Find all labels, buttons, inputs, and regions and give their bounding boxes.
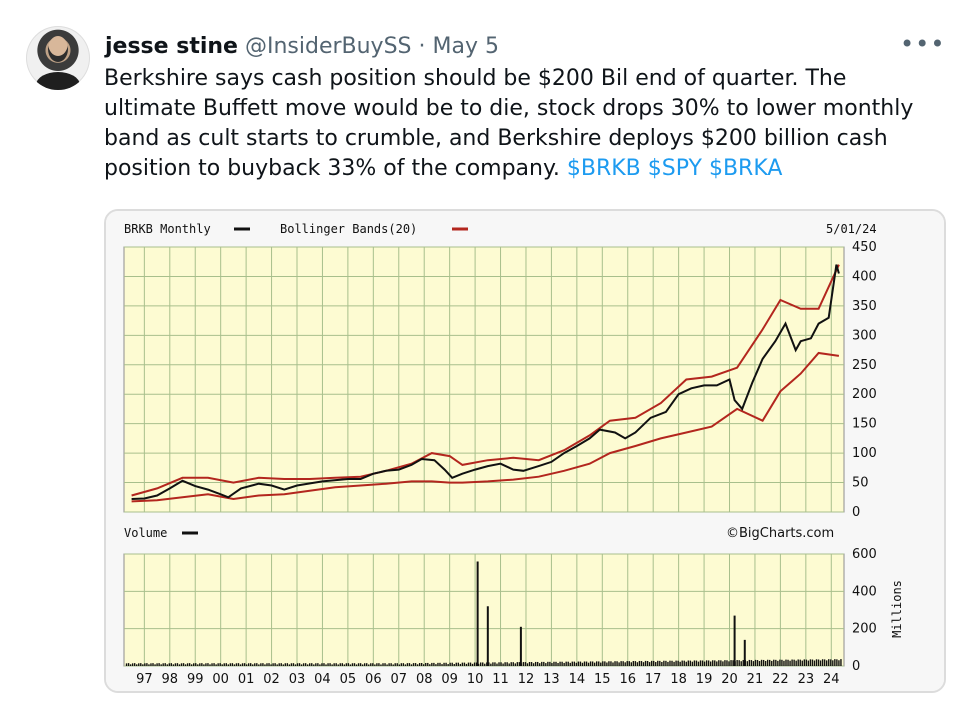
author-handle[interactable]: @InsiderBuySS — [244, 34, 412, 59]
x-tick-label: 98 — [162, 672, 179, 687]
tweet-text: Berkshire says cash position should be $… — [104, 66, 914, 181]
x-tick-label: 22 — [772, 672, 789, 687]
profile-avatar[interactable] — [26, 26, 90, 90]
tweet-text-block: Berkshire says cash position should be $… — [104, 64, 939, 184]
x-tick-label: 13 — [543, 672, 560, 687]
bollinger-legend-label: Bollinger Bands(20) — [280, 222, 417, 236]
x-tick-label: 20 — [721, 672, 738, 687]
chart-date: 5/01/24 — [826, 222, 877, 236]
chart-title: BRKB Monthly — [124, 222, 211, 236]
x-tick-label: 01 — [238, 672, 255, 687]
x-tick-label: 19 — [696, 672, 713, 687]
tweet-date[interactable]: May 5 — [432, 34, 499, 59]
price-tick-label: 100 — [852, 446, 877, 461]
bollinger-lower-line — [131, 351, 840, 503]
x-tick-label: 10 — [467, 672, 484, 687]
price-tick-label: 150 — [852, 417, 877, 432]
avatar-shirt — [36, 72, 80, 90]
x-tick-label: 05 — [340, 672, 357, 687]
volume-unit-label: Millions — [890, 580, 904, 638]
x-tick-label: 11 — [492, 672, 509, 687]
more-options-button[interactable]: ••• — [900, 30, 946, 58]
x-tick-label: 17 — [645, 672, 662, 687]
price-tick-label: 50 — [852, 476, 869, 491]
x-tick-label: 99 — [187, 672, 204, 687]
cashtag-brkb[interactable]: $BRKB — [566, 156, 641, 181]
bollinger-upper-line — [131, 264, 840, 497]
cashtag-brka[interactable]: $BRKA — [708, 156, 783, 181]
volume-panel — [123, 553, 845, 667]
author-name[interactable]: jesse stine — [105, 34, 238, 59]
price-line — [131, 264, 840, 500]
cashtag-spy[interactable]: $SPY — [647, 156, 702, 181]
price-tick-label: 200 — [852, 387, 877, 402]
x-tick-label: 08 — [416, 672, 433, 687]
x-tick-label: 03 — [289, 672, 306, 687]
x-axis-ticks: 97 98 99 00 01 02 03 04 05 06 07 08 09 10 11 12 13 14 15 16… — [136, 672, 839, 687]
volume-tick-label: 200 — [852, 622, 877, 637]
volume-tick-label: 600 — [852, 547, 877, 562]
x-tick-label: 07 — [390, 672, 407, 687]
price-tick-label: 250 — [852, 358, 877, 373]
price-tick-label: 0 — [852, 505, 860, 520]
x-tick-label: 06 — [365, 672, 382, 687]
price-tick-label: 450 — [852, 240, 877, 255]
chart-image-card[interactable]: BRKB Monthly Bollinger Bands(20) 5/01/24… — [104, 209, 946, 693]
volume-label: Volume — [124, 526, 167, 540]
price-panel — [123, 246, 845, 513]
price-axis-ticks: 0 50 100 150 200 250 300 350 400 450 — [852, 240, 877, 520]
separator-dot: · — [418, 34, 426, 59]
x-tick-label: 21 — [747, 672, 764, 687]
volume-bars — [125, 561, 842, 666]
price-tick-label: 350 — [852, 299, 877, 314]
x-tick-label: 00 — [212, 672, 229, 687]
x-tick-label: 97 — [136, 672, 153, 687]
x-tick-label: 16 — [619, 672, 636, 687]
volume-axis-ticks: 0 200 400 600 — [852, 547, 877, 674]
x-tick-label: 14 — [569, 672, 586, 687]
avatar-face — [48, 36, 68, 62]
x-tick-label: 15 — [594, 672, 611, 687]
chart-watermark: ©BigCharts.com — [726, 526, 834, 541]
price-grid-horizontal — [124, 246, 844, 513]
volume-tick-label: 0 — [852, 659, 860, 674]
price-volume-chart: BRKB Monthly Bollinger Bands(20) 5/01/24… — [106, 211, 944, 691]
x-tick-label: 04 — [314, 672, 331, 687]
price-tick-label: 400 — [852, 269, 877, 284]
x-tick-label: 09 — [441, 672, 458, 687]
price-tick-label: 300 — [852, 328, 877, 343]
tweet-header: jesse stine @InsiderBuySS · May 5 — [105, 34, 499, 60]
volume-tick-label: 400 — [852, 584, 877, 599]
x-tick-label: 12 — [518, 672, 535, 687]
x-tick-label: 18 — [670, 672, 687, 687]
x-tick-label: 23 — [798, 672, 815, 687]
x-tick-label: 02 — [263, 672, 280, 687]
volume-grid-vertical — [143, 554, 832, 666]
x-tick-label: 24 — [823, 672, 840, 687]
